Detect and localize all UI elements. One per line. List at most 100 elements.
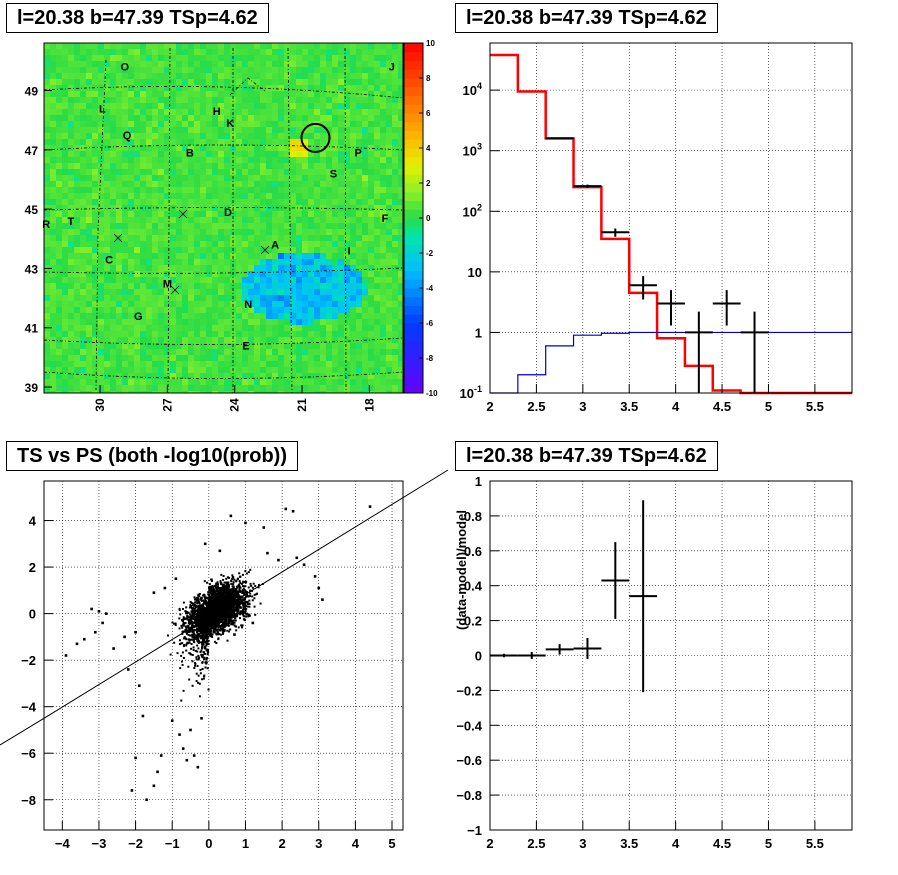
heatmap-cell bbox=[248, 337, 254, 343]
heatmap-cell bbox=[98, 253, 104, 259]
heatmap-cell bbox=[272, 169, 278, 175]
heatmap-cell bbox=[206, 163, 212, 169]
heatmap-cell bbox=[332, 217, 338, 223]
heatmap-cell bbox=[116, 223, 122, 229]
heatmap-cell bbox=[110, 193, 116, 199]
heatmap-cell bbox=[296, 187, 302, 193]
heatmap-cell bbox=[338, 295, 344, 301]
heatmap-cell bbox=[326, 223, 332, 229]
heatmap-cell bbox=[350, 193, 356, 199]
heatmap-cell bbox=[176, 91, 182, 97]
scatter-point bbox=[205, 662, 208, 665]
heatmap-cell bbox=[98, 139, 104, 145]
heatmap-cell bbox=[110, 169, 116, 175]
heatmap-cell bbox=[68, 223, 74, 229]
heatmap-cell bbox=[56, 109, 62, 115]
heatmap-cell bbox=[164, 199, 170, 205]
heatmap-cell bbox=[176, 349, 182, 355]
heatmap-cell bbox=[80, 289, 86, 295]
heatmap-cell bbox=[68, 181, 74, 187]
heatmap-cell bbox=[224, 223, 230, 229]
heatmap-cell bbox=[362, 187, 368, 193]
heatmap-cell bbox=[338, 319, 344, 325]
heatmap-cell bbox=[272, 121, 278, 127]
heatmap-cell bbox=[326, 91, 332, 97]
heatmap-cell bbox=[350, 151, 356, 157]
heatmap-cell bbox=[272, 259, 278, 265]
heatmap-cell bbox=[206, 181, 212, 187]
heatmap-cell bbox=[116, 217, 122, 223]
heatmap-cell bbox=[272, 301, 278, 307]
heatmap-cell bbox=[200, 253, 206, 259]
heatmap-cell bbox=[170, 73, 176, 79]
heatmap-cell bbox=[230, 193, 236, 199]
heatmap-cell bbox=[116, 73, 122, 79]
heatmap-cell bbox=[326, 217, 332, 223]
heatmap-cell bbox=[224, 127, 230, 133]
heatmap-cell bbox=[104, 235, 110, 241]
heatmap-cell bbox=[224, 229, 230, 235]
heatmap-cell bbox=[68, 133, 74, 139]
heatmap-cell bbox=[374, 97, 380, 103]
heatmap-cell bbox=[308, 271, 314, 277]
heatmap-cell bbox=[56, 373, 62, 379]
heatmap-cell bbox=[344, 259, 350, 265]
heatmap-cell bbox=[230, 43, 236, 49]
heatmap-cell bbox=[86, 289, 92, 295]
heatmap-cell bbox=[278, 253, 284, 259]
heatmap-cell bbox=[68, 337, 74, 343]
heatmap-cell bbox=[212, 115, 218, 121]
heatmap-cell bbox=[260, 385, 266, 391]
heatmap-cell bbox=[350, 217, 356, 223]
heatmap-cell bbox=[248, 373, 254, 379]
heatmap-cell bbox=[56, 97, 62, 103]
heatmap-cell bbox=[194, 109, 200, 115]
heatmap-cell bbox=[326, 109, 332, 115]
heatmap-cell bbox=[56, 349, 62, 355]
heatmap-cell bbox=[74, 343, 80, 349]
heatmap-cell bbox=[332, 289, 338, 295]
heatmap-cell bbox=[278, 67, 284, 73]
heatmap-cell bbox=[314, 337, 320, 343]
heatmap-cell bbox=[98, 109, 104, 115]
heatmap-cell bbox=[200, 313, 206, 319]
heatmap-cell bbox=[308, 211, 314, 217]
heatmap-cell bbox=[140, 301, 146, 307]
heatmap-cell bbox=[116, 337, 122, 343]
x-tick-label: 4.5 bbox=[713, 399, 731, 414]
heatmap-cell bbox=[332, 391, 338, 393]
heatmap-cell bbox=[248, 127, 254, 133]
heatmap-cell bbox=[398, 121, 403, 127]
heatmap-cell bbox=[218, 355, 224, 361]
heatmap-cell bbox=[236, 79, 242, 85]
heatmap-cell bbox=[356, 187, 362, 193]
heatmap-cell bbox=[284, 337, 290, 343]
heatmap-cell bbox=[386, 79, 392, 85]
heatmap-cell bbox=[206, 133, 212, 139]
heatmap-cell bbox=[272, 217, 278, 223]
heatmap-cell bbox=[392, 211, 398, 217]
heatmap-cell bbox=[104, 259, 110, 265]
heatmap-cell bbox=[344, 235, 350, 241]
heatmap-cell bbox=[146, 283, 152, 289]
heatmap-cell bbox=[392, 49, 398, 55]
heatmap-cell bbox=[176, 43, 182, 49]
heatmap-cell bbox=[302, 79, 308, 85]
heatmap-cell bbox=[140, 79, 146, 85]
heatmap-cell bbox=[362, 151, 368, 157]
heatmap-cell bbox=[326, 385, 332, 391]
heatmap-cell bbox=[368, 175, 374, 181]
heatmap-cell bbox=[236, 235, 242, 241]
heatmap-cell bbox=[314, 139, 320, 145]
heatmap-cell bbox=[86, 163, 92, 169]
heatmap-cell bbox=[212, 343, 218, 349]
heatmap-cell bbox=[218, 289, 224, 295]
heatmap-cell bbox=[308, 157, 314, 163]
colorbar-swatch bbox=[404, 288, 423, 298]
heatmap-cell bbox=[194, 139, 200, 145]
heatmap-cell bbox=[224, 331, 230, 337]
heatmap-cell bbox=[110, 385, 116, 391]
heatmap-cell bbox=[176, 133, 182, 139]
heatmap-cell bbox=[362, 49, 368, 55]
heatmap-cell bbox=[74, 49, 80, 55]
